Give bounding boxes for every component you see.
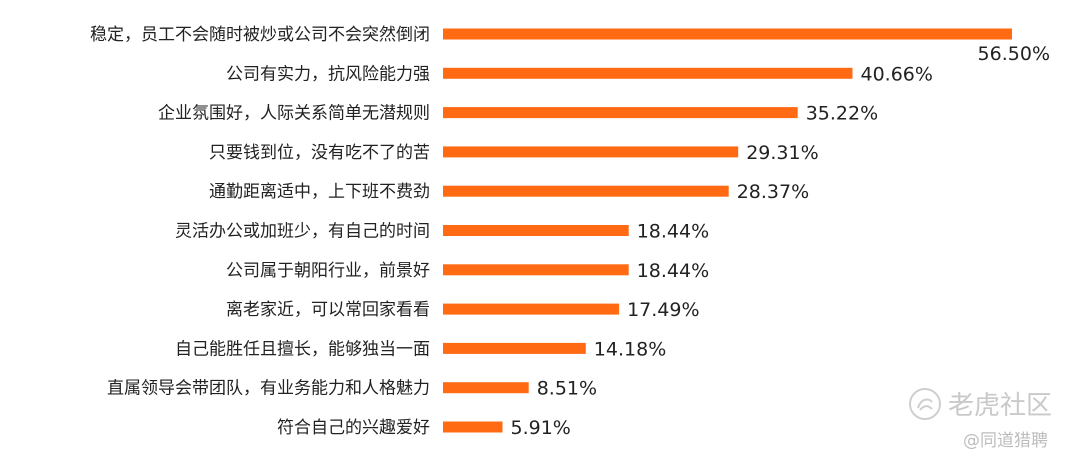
bar [443,225,629,236]
value-label: 14.18% [594,338,666,360]
bar [443,303,620,315]
bar [443,146,739,158]
category-label: 灵活办公或加班少，有自己的时间 [175,222,430,242]
bar [443,421,503,433]
value-label: 56.50% [978,43,1050,65]
category-label: 通勤距离适中，上下班不费劲 [209,182,430,202]
category-label: 稳定，员工不会随时被炒或公司不会突然倒闭 [90,25,430,45]
bar [443,342,586,354]
value-label: 17.49% [627,299,699,321]
category-label: 离老家近，可以常回家看看 [226,300,430,320]
bar [443,107,798,119]
category-label: 公司属于朝阳行业，前景好 [226,261,430,281]
watermark-logo-icon [909,388,941,420]
value-label: 8.51% [537,378,597,400]
watermark-sub-text: @同道猎聘 [963,431,1048,451]
category-label: 公司有实力，抗风险能力强 [226,64,430,84]
category-label: 符合自己的兴趣爱好 [277,418,430,438]
category-label: 自己能胜任且擅长，能够独当一面 [175,339,430,359]
value-label: 40.66% [861,63,933,85]
category-label: 企业氛围好，人际关系简单无潜规则 [158,104,430,124]
value-label: 35.22% [806,103,878,125]
value-label: 28.37% [737,181,809,203]
value-label: 5.91% [511,417,571,439]
value-label: 18.44% [637,221,709,243]
bar [443,264,629,276]
watermark-main-text: 老虎社区 [948,391,1052,421]
bar [443,382,529,394]
category-label: 直属领导会带团队，有业务能力和人格魅力 [107,379,430,399]
value-label: 18.44% [637,260,709,282]
value-label: 29.31% [746,142,818,164]
category-labels-group: 稳定，员工不会随时被炒或公司不会突然倒闭公司有实力，抗风险能力强企业氛围好，人际… [90,25,430,438]
bar [443,185,729,197]
value-labels-group: 56.50% 40.66% 35.22% 29.31% 28.37% 18.44% 18.4… [511,43,1051,439]
bars-group [443,28,1012,433]
bar [443,67,853,79]
category-label: 只要钱到位，没有吃不了的苦 [209,143,430,163]
bar [443,28,1012,40]
watermark: 老虎社区 @同道猎聘 [909,388,1052,451]
